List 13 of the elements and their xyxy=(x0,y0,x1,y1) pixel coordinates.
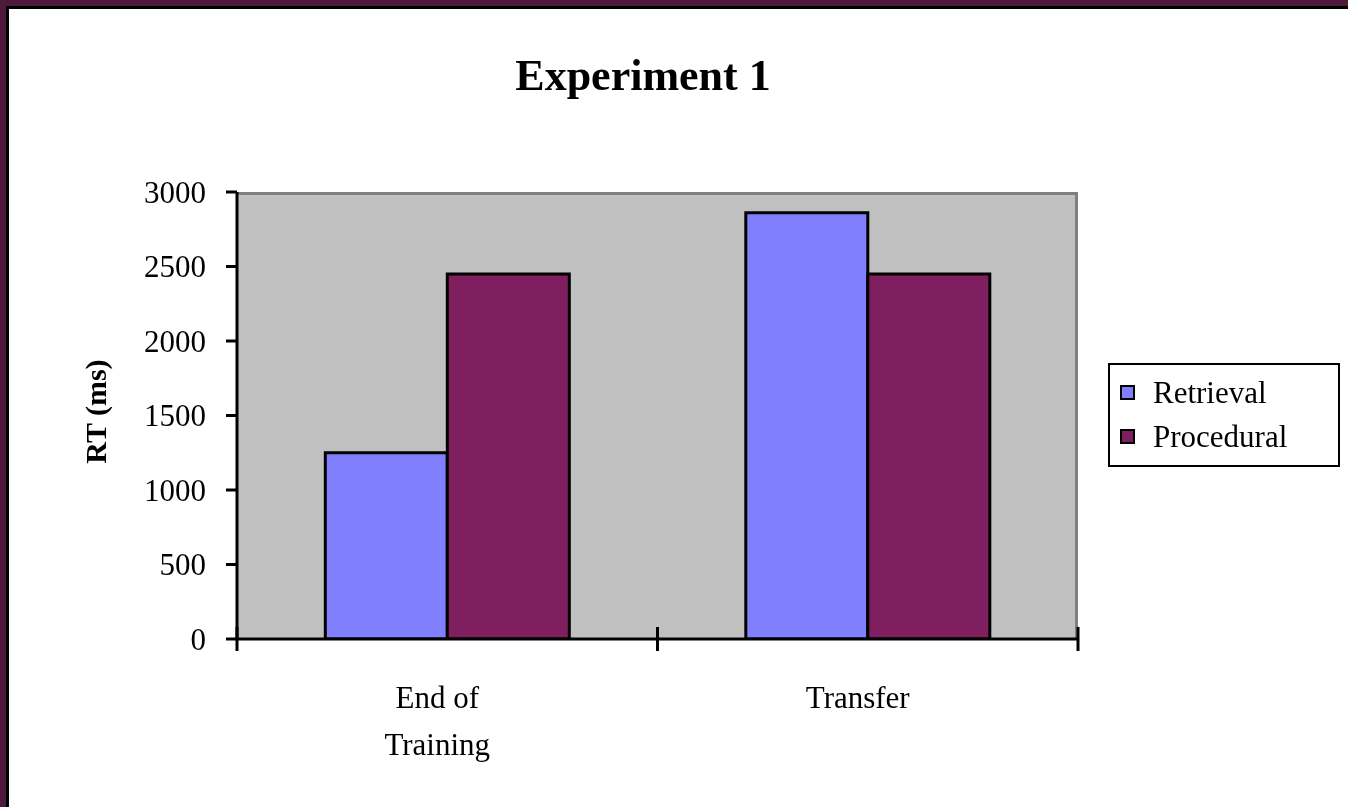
y-tick-label: 1500 xyxy=(144,398,206,433)
y-tick-label: 1000 xyxy=(144,472,206,508)
y-tick-label: 2000 xyxy=(144,323,206,359)
y-tick-label: 500 xyxy=(159,547,206,582)
chart-title: Experiment 1 xyxy=(514,50,772,101)
legend-label: Procedural xyxy=(1153,418,1288,455)
x-tick-label: End of Training xyxy=(384,680,491,762)
y-tick-label: 2500 xyxy=(144,249,206,284)
x-tick-label: Transfer xyxy=(805,680,911,715)
legend-label: Retrieval xyxy=(1153,374,1267,411)
y-tick-label: 3000 xyxy=(144,174,206,210)
y-axis-title: RT (ms) xyxy=(78,359,113,464)
y-tick-label: 0 xyxy=(190,621,206,657)
